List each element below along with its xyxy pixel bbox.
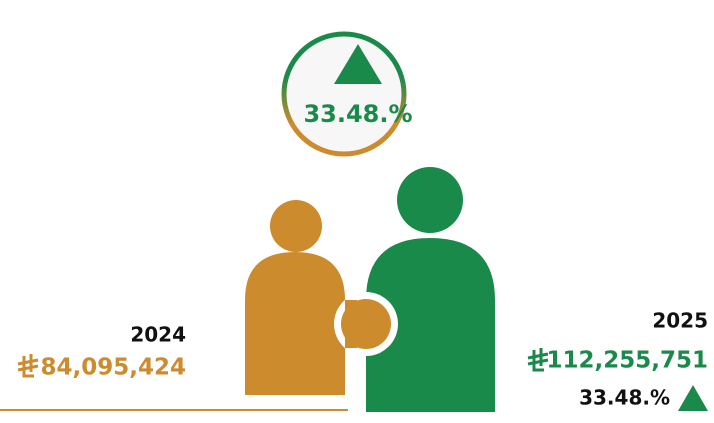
gold-head xyxy=(270,200,322,252)
current-amount: 112,255,751 xyxy=(546,348,708,374)
current-year: 2025 xyxy=(652,309,708,333)
gold-body xyxy=(245,252,345,395)
currency-icon xyxy=(17,354,39,378)
previous-year: 2024 xyxy=(130,323,186,347)
gold-knob-neck xyxy=(345,300,357,348)
previous-amount: 84,095,424 xyxy=(40,355,186,381)
badge-percent: 33.48.% xyxy=(303,100,412,128)
up-arrow xyxy=(334,44,382,84)
badge-ring xyxy=(281,31,407,157)
up-arrow xyxy=(678,385,708,411)
current-percent: 33.48.% xyxy=(579,386,670,410)
green-head xyxy=(397,167,463,233)
green-body xyxy=(366,238,495,412)
currency-icon xyxy=(527,348,549,372)
